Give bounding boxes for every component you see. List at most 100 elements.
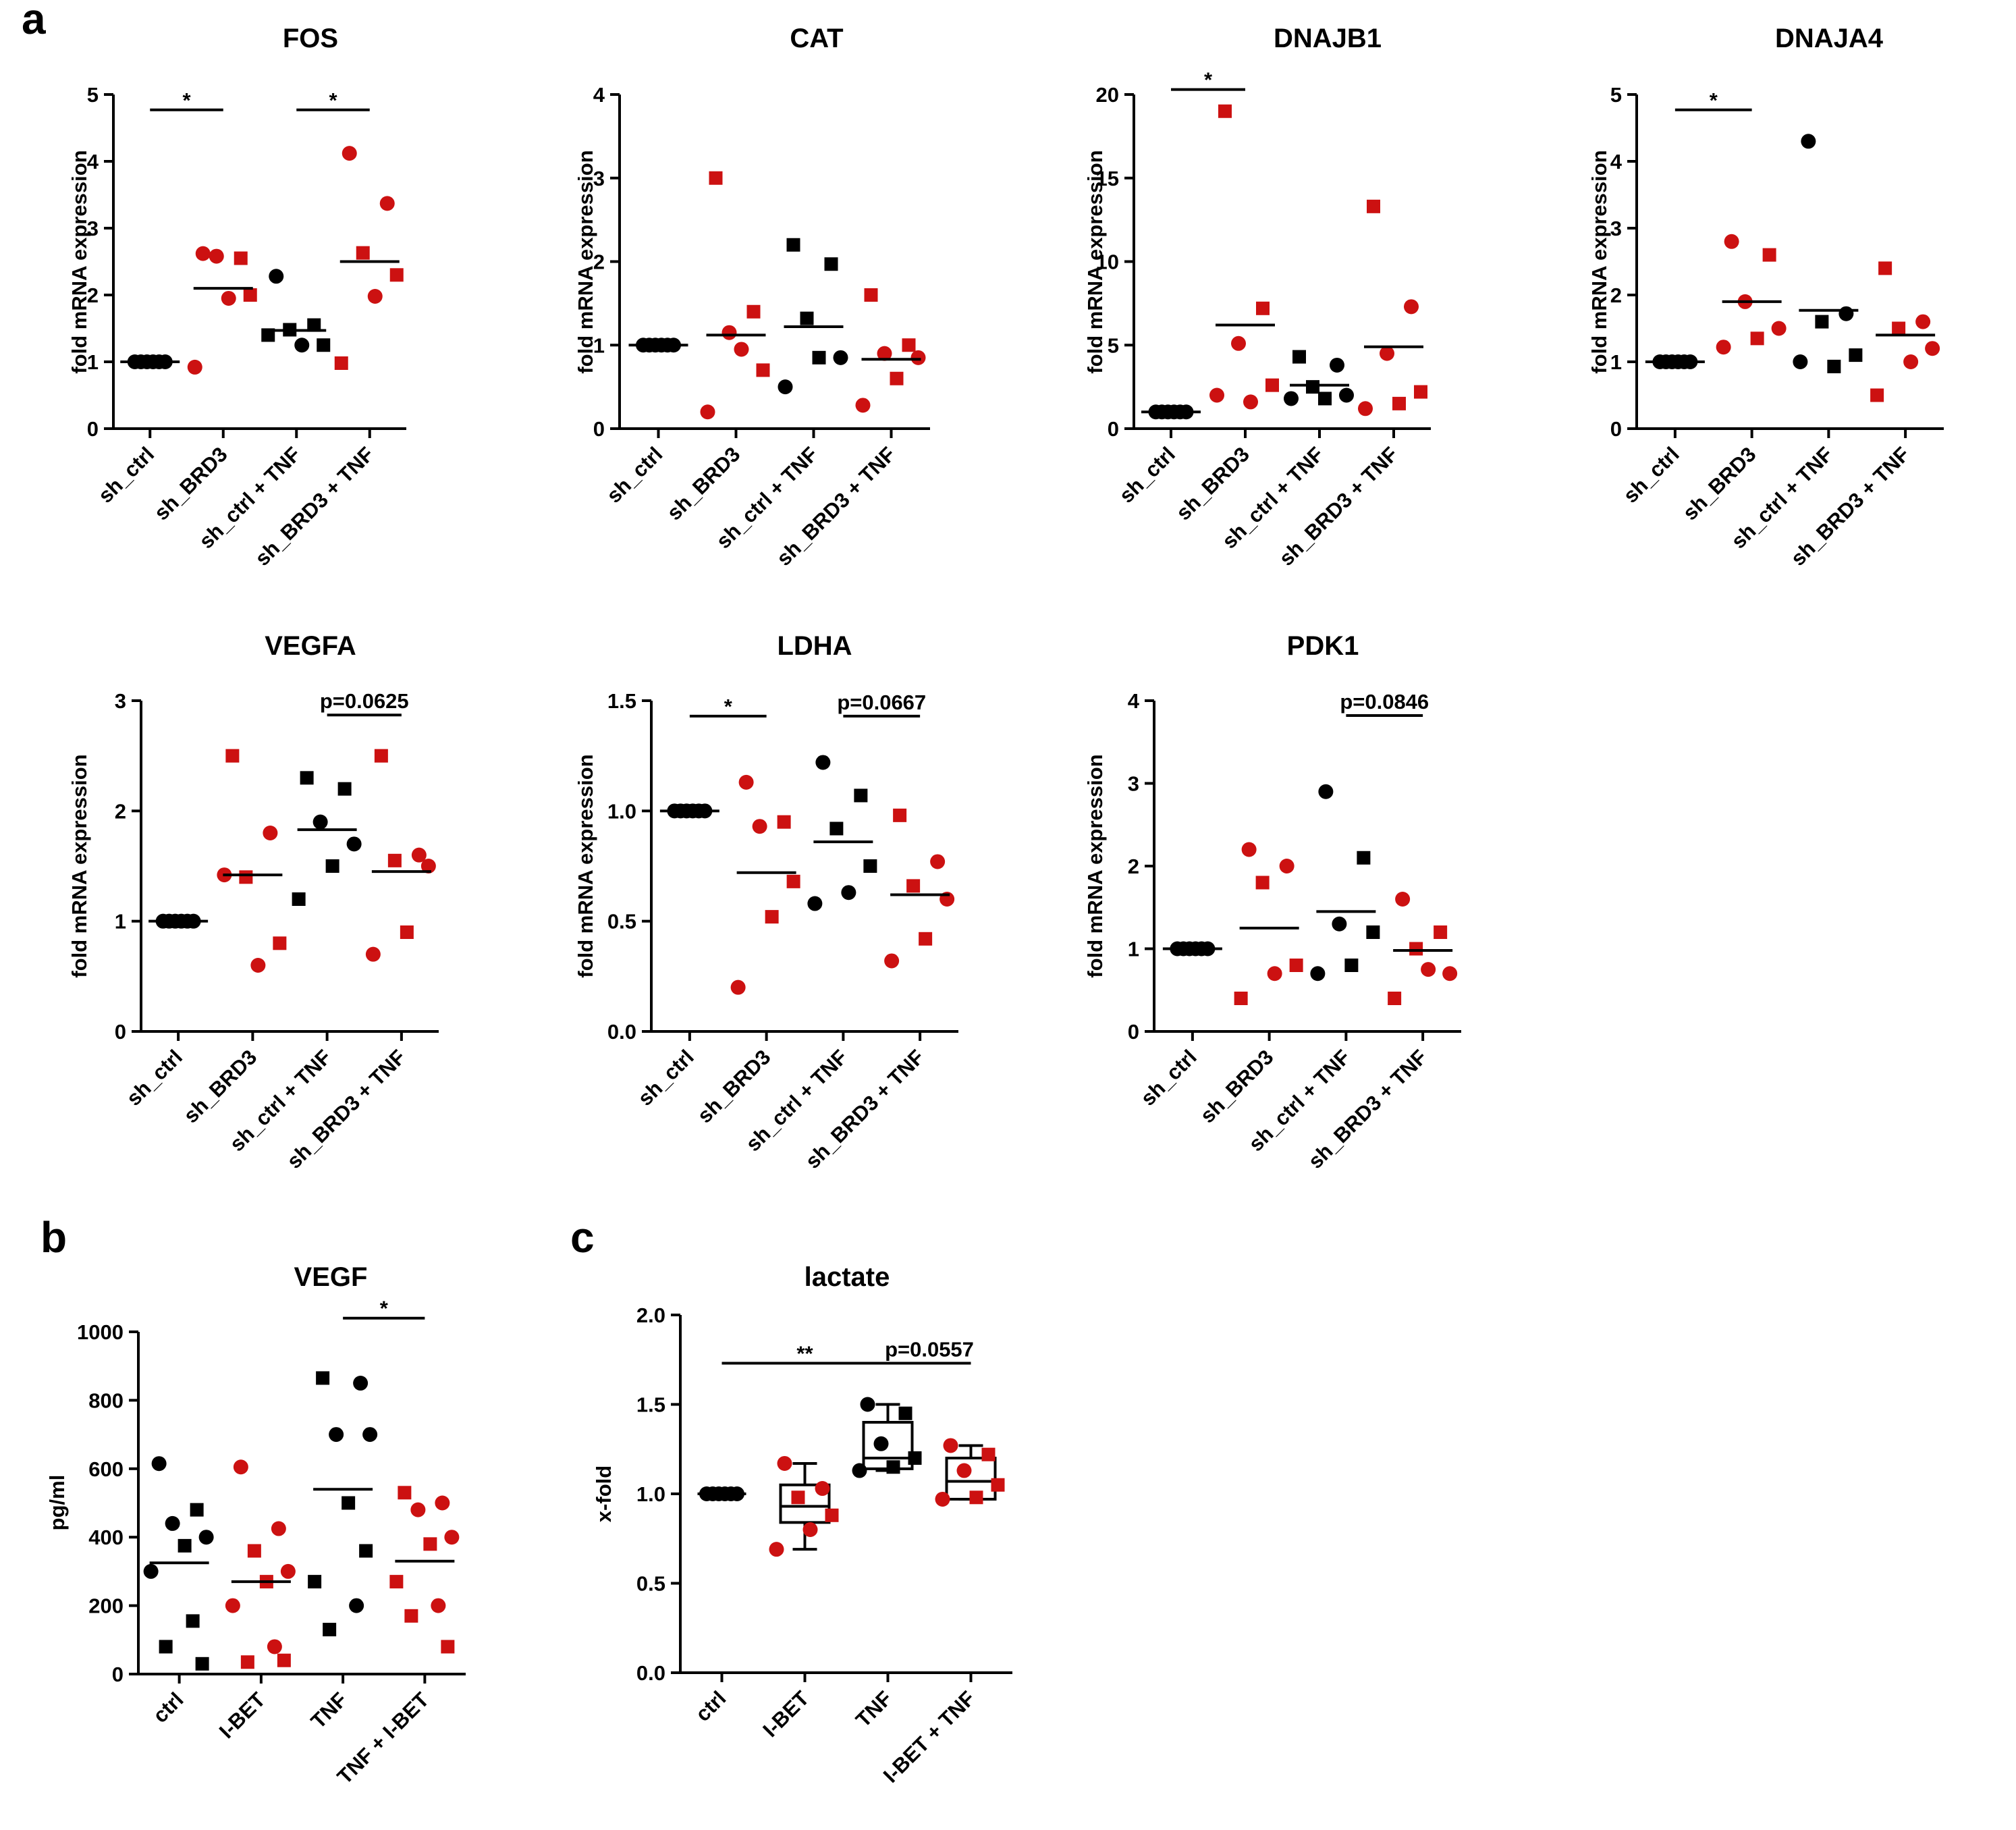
data-point — [1409, 942, 1423, 956]
panel-label-b: b — [40, 1213, 67, 1262]
data-point — [243, 288, 257, 302]
y-tick-label: 0.0 — [607, 1020, 636, 1044]
data-point — [1256, 301, 1270, 315]
data-point — [825, 1508, 839, 1522]
y-tick-label: 0 — [1610, 417, 1622, 441]
data-point — [854, 788, 868, 803]
data-point — [359, 1544, 373, 1558]
chart-title: VEGF — [294, 1262, 368, 1292]
data-point — [271, 1521, 286, 1536]
data-point — [791, 1490, 805, 1505]
data-point — [410, 1502, 426, 1517]
y-tick-label: 1 — [87, 350, 99, 374]
data-point — [362, 1427, 378, 1443]
data-point — [195, 1657, 209, 1671]
data-point — [1878, 261, 1892, 275]
data-point — [404, 1609, 418, 1623]
data-point — [833, 350, 848, 365]
data-point — [411, 847, 427, 863]
data-point — [294, 338, 310, 353]
data-point — [1267, 966, 1282, 981]
data-point — [441, 1640, 455, 1654]
y-tick-label: 2 — [593, 250, 605, 274]
data-point — [300, 771, 314, 785]
data-point — [1434, 925, 1448, 939]
data-point — [1903, 354, 1919, 369]
y-tick-label: 10 — [1096, 250, 1119, 274]
data-point — [765, 910, 779, 924]
chart-title: DNAJB1 — [1274, 24, 1382, 53]
y-tick-label: 4 — [1128, 689, 1140, 713]
x-tick-label: I-BET — [758, 1686, 813, 1742]
data-point — [898, 1406, 912, 1420]
y-tick-label: 5 — [87, 83, 99, 107]
y-tick-label: 2 — [1128, 855, 1139, 878]
data-point — [1209, 387, 1224, 403]
data-point — [277, 1653, 291, 1667]
significance-label: * — [1204, 68, 1213, 92]
y-tick-label: 400 — [88, 1526, 124, 1549]
data-point — [1231, 335, 1246, 351]
significance-label: * — [724, 695, 733, 718]
data-point — [863, 859, 877, 873]
data-point — [734, 342, 749, 357]
data-point — [379, 196, 395, 211]
data-point — [1367, 199, 1380, 213]
data-point — [367, 288, 383, 304]
data-point — [1310, 966, 1326, 981]
data-point — [906, 879, 921, 893]
data-point — [807, 896, 823, 911]
data-point — [239, 870, 253, 884]
data-point — [325, 859, 339, 873]
data-point — [1265, 378, 1279, 392]
data-point — [316, 1371, 330, 1385]
data-point — [159, 1640, 173, 1654]
data-point — [178, 1538, 192, 1553]
y-axis-label: fold mRNA expression — [67, 150, 91, 373]
data-point — [1255, 876, 1270, 890]
y-axis-label: fold mRNA expression — [574, 754, 597, 977]
data-point — [1243, 394, 1258, 410]
data-point — [873, 1436, 889, 1451]
data-point — [435, 1495, 450, 1511]
data-point — [1801, 134, 1816, 149]
data-point — [444, 1530, 460, 1545]
x-tick-label: sh_ctrl — [1114, 442, 1180, 508]
data-point — [1915, 314, 1931, 329]
y-tick-label: 0.0 — [636, 1661, 665, 1685]
data-point — [800, 311, 814, 325]
data-point — [738, 774, 754, 790]
data-point — [815, 755, 831, 770]
chart-title: VEGFA — [265, 631, 356, 661]
x-tick-label: ctrl — [148, 1688, 188, 1727]
data-point — [342, 1496, 356, 1510]
data-point — [969, 1490, 983, 1505]
data-point — [943, 1438, 958, 1453]
data-point — [374, 749, 388, 763]
significance-label: * — [182, 88, 191, 112]
data-point — [786, 874, 800, 888]
y-tick-label: 0 — [593, 417, 605, 441]
data-point — [1388, 992, 1402, 1005]
data-point — [209, 248, 224, 264]
y-tick-label: 5 — [1610, 83, 1622, 107]
x-tick-label: ctrl — [691, 1686, 731, 1726]
y-tick-label: 3 — [593, 167, 605, 190]
data-point — [349, 1598, 364, 1613]
chart-title: lactate — [805, 1262, 890, 1292]
data-point — [877, 346, 892, 361]
data-point — [824, 257, 838, 271]
x-tick-label: sh_ctrl — [1618, 442, 1684, 508]
data-point — [1392, 396, 1406, 410]
data-point — [143, 1563, 159, 1579]
data-point — [334, 356, 348, 370]
y-tick-label: 1 — [1128, 938, 1139, 961]
data-point — [198, 1530, 214, 1545]
y-tick-label: 3 — [1610, 217, 1622, 240]
data-point — [1442, 966, 1458, 981]
data-point — [233, 1459, 248, 1475]
data-point — [778, 379, 793, 395]
data-point — [1404, 299, 1419, 315]
